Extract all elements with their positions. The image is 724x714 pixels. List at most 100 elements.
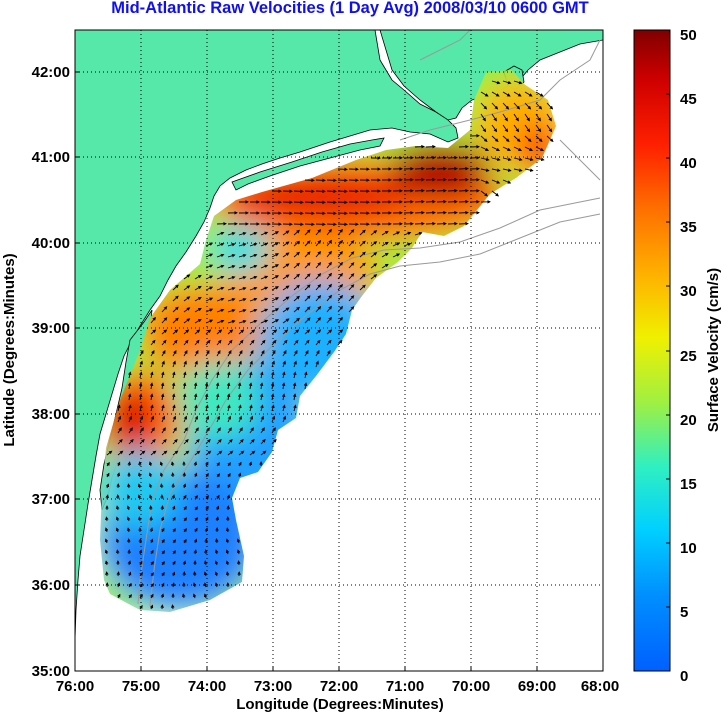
velocity-vector (193, 472, 198, 478)
velocity-vector (359, 284, 366, 291)
velocity-vector (172, 415, 176, 423)
y-tick-label: 36:00 (32, 577, 70, 594)
velocity-vector (260, 404, 264, 412)
velocity-vector (139, 350, 144, 357)
velocity-vector (249, 350, 254, 357)
velocity-vector (227, 297, 236, 302)
velocity-vector (491, 102, 499, 110)
velocity-vector (183, 427, 188, 434)
velocity-vector (491, 190, 500, 197)
velocity-vector (326, 250, 332, 258)
velocity-vector (117, 593, 121, 599)
velocity-vector (216, 308, 225, 313)
velocity-vector (359, 229, 366, 236)
velocity-vector (172, 339, 178, 346)
velocity-vector (203, 560, 208, 566)
velocity-vector (194, 371, 198, 379)
velocity-vector (205, 415, 209, 423)
velocity-vector (203, 582, 208, 588)
velocity-vector (161, 527, 165, 533)
velocity-vector (227, 329, 234, 335)
velocity-vector (513, 146, 523, 151)
velocity-vector (226, 393, 231, 401)
velocity-vector (304, 360, 308, 368)
velocity-vector (203, 593, 208, 599)
velocity-vector (260, 329, 267, 335)
velocity-vector (116, 582, 121, 588)
velocity-vector (194, 350, 199, 357)
velocity-vector (293, 229, 300, 236)
velocity-vector (249, 297, 258, 302)
velocity-vector (172, 550, 176, 555)
velocity-vector (148, 472, 153, 478)
velocity-vector (105, 483, 110, 489)
velocity-vector (193, 393, 198, 401)
velocity-vector (192, 582, 197, 588)
velocity-vector (260, 308, 269, 313)
velocity-vector (126, 527, 131, 533)
velocity-vector (128, 404, 132, 412)
velocity-vector (326, 305, 332, 313)
velocity-vector (161, 438, 167, 445)
velocity-vector (149, 527, 154, 533)
velocity-vector (194, 527, 198, 533)
velocity-vector (381, 263, 389, 269)
velocity-vector (271, 438, 277, 445)
velocity-vector (293, 339, 299, 346)
velocity-vector (237, 382, 242, 390)
velocity-vector (480, 157, 490, 162)
velocity-vector (282, 318, 290, 324)
velocity-vector (480, 168, 490, 172)
velocity-vector (138, 393, 143, 401)
velocity-vector (370, 230, 378, 236)
velocity-vector (282, 415, 286, 423)
velocity-vector (215, 382, 220, 390)
colorbar-tick-label: 20 (680, 412, 697, 429)
velocity-vector (238, 242, 247, 247)
velocity-vector (172, 329, 179, 335)
velocity-vector (104, 549, 109, 555)
velocity-vector (535, 146, 545, 151)
velocity-vector (238, 404, 242, 412)
velocity-vector (203, 571, 208, 577)
x-tick-label: 71:00 (386, 678, 424, 695)
velocity-vector (524, 102, 532, 110)
velocity-vector (193, 538, 198, 544)
velocity-vector (282, 285, 290, 291)
velocity-vector (370, 263, 378, 269)
x-tick-label: 68:00 (581, 678, 619, 695)
velocity-vector (214, 571, 219, 577)
velocity-vector (491, 124, 498, 133)
velocity-vector (194, 360, 198, 368)
velocity-vector (293, 306, 300, 313)
colorbar-tick-label: 50 (680, 27, 697, 44)
velocity-vector (238, 339, 244, 346)
velocity-vector (183, 296, 191, 302)
velocity-vector (150, 583, 154, 588)
velocity-vector (271, 371, 275, 379)
velocity-vector (116, 472, 121, 478)
velocity-vector (161, 317, 168, 324)
velocity-vector (183, 415, 187, 423)
velocity-vector (161, 415, 165, 423)
velocity-vector (172, 350, 177, 357)
velocity-vector (238, 438, 244, 445)
velocity-vector (139, 604, 143, 610)
velocity-vector (502, 113, 508, 122)
velocity-vector (182, 483, 187, 489)
velocity-vector (226, 494, 231, 500)
velocity-vector (524, 113, 530, 122)
velocity-vector (204, 393, 209, 401)
velocity-vector (227, 450, 234, 456)
y-tick-label: 35:00 (32, 663, 70, 680)
velocity-vector (249, 438, 255, 445)
velocity-vector (238, 329, 245, 335)
velocity-vector (260, 438, 266, 445)
velocity-vector (172, 404, 176, 412)
velocity-vector (303, 382, 308, 390)
velocity-vector (282, 307, 290, 313)
velocity-vector (216, 339, 222, 346)
velocity-vector (370, 274, 378, 280)
velocity-vector (183, 404, 187, 412)
velocity-vector (260, 319, 269, 324)
